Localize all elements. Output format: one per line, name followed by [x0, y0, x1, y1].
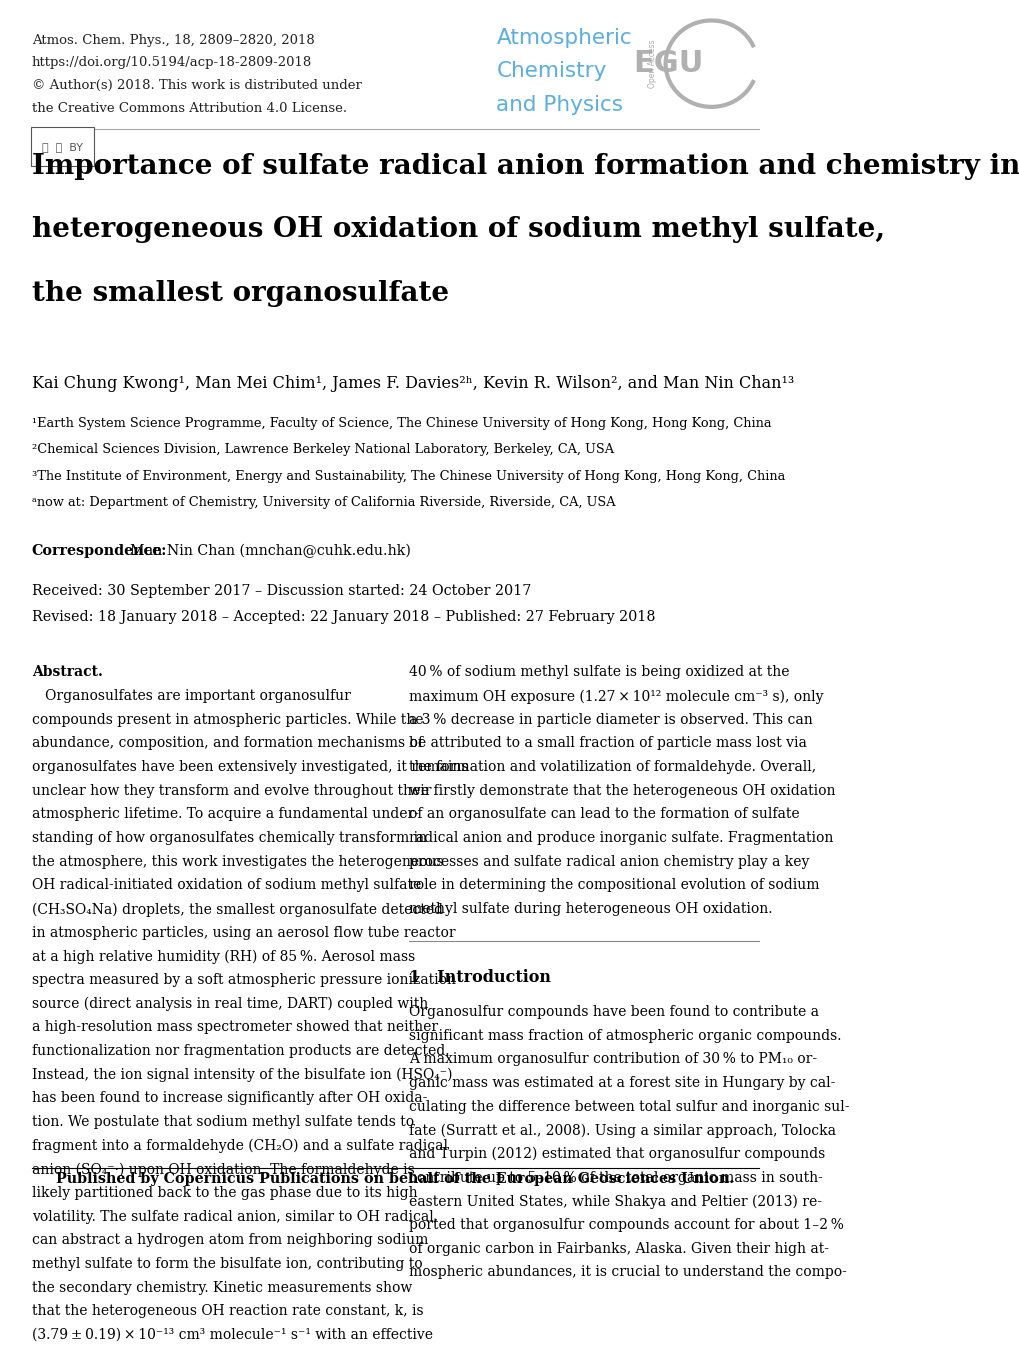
Text: a 3 % decrease in particle diameter is observed. This can: a 3 % decrease in particle diameter is o… [409, 713, 812, 726]
Text: ³The Institute of Environment, Energy and Sustainability, The Chinese University: ³The Institute of Environment, Energy an… [32, 469, 784, 483]
Text: ⓒ  ⓑ  BY: ⓒ ⓑ BY [42, 141, 83, 152]
Text: of an organosulfate can lead to the formation of sulfate: of an organosulfate can lead to the form… [409, 807, 799, 822]
Text: mospheric abundances, it is crucial to understand the compo-: mospheric abundances, it is crucial to u… [409, 1266, 846, 1279]
Text: organosulfates have been extensively investigated, it remains: organosulfates have been extensively inv… [32, 760, 468, 775]
Text: abundance, composition, and formation mechanisms of: abundance, composition, and formation me… [32, 737, 422, 751]
Text: source (direct analysis in real time, DART) coupled with: source (direct analysis in real time, DA… [32, 997, 427, 1011]
Text: methyl sulfate to form the bisulfate ion, contributing to: methyl sulfate to form the bisulfate ion… [32, 1258, 422, 1271]
Text: fragment into a formaldehyde (CH₂O) and a sulfate radical: fragment into a formaldehyde (CH₂O) and … [32, 1139, 447, 1153]
Text: Correspondence:: Correspondence: [32, 545, 167, 558]
Text: Open Access: Open Access [648, 39, 656, 87]
Text: (3.79 ± 0.19) × 10⁻¹³ cm³ molecule⁻¹ s⁻¹ with an effective: (3.79 ± 0.19) × 10⁻¹³ cm³ molecule⁻¹ s⁻¹… [32, 1328, 432, 1342]
Text: likely partitioned back to the gas phase due to its high: likely partitioned back to the gas phase… [32, 1186, 417, 1200]
Text: can abstract a hydrogen atom from neighboring sodium: can abstract a hydrogen atom from neighb… [32, 1233, 428, 1247]
Text: eastern United States, while Shakya and Peltier (2013) re-: eastern United States, while Shakya and … [409, 1194, 821, 1209]
Text: OH radical-initiated oxidation of sodium methyl sulfate: OH radical-initiated oxidation of sodium… [32, 878, 421, 893]
Text: 40 % of sodium methyl sulfate is being oxidized at the: 40 % of sodium methyl sulfate is being o… [409, 666, 789, 679]
Text: a high-resolution mass spectrometer showed that neither: a high-resolution mass spectrometer show… [32, 1021, 437, 1034]
Text: the smallest organosulfate: the smallest organosulfate [32, 280, 448, 307]
Text: Organosulfur compounds have been found to contribute a: Organosulfur compounds have been found t… [409, 1005, 818, 1020]
Text: the Creative Commons Attribution 4.0 License.: the Creative Commons Attribution 4.0 Lic… [32, 102, 346, 116]
Text: volatility. The sulfate radical anion, similar to OH radical,: volatility. The sulfate radical anion, s… [32, 1209, 437, 1224]
Text: be attributed to a small fraction of particle mass lost via: be attributed to a small fraction of par… [409, 737, 806, 751]
Text: the atmosphere, this work investigates the heterogeneous: the atmosphere, this work investigates t… [32, 855, 443, 869]
Text: standing of how organosulfates chemically transform in: standing of how organosulfates chemicall… [32, 831, 426, 845]
Text: the secondary chemistry. Kinetic measurements show: the secondary chemistry. Kinetic measure… [32, 1280, 412, 1295]
Text: compounds present in atmospheric particles. While the: compounds present in atmospheric particl… [32, 713, 423, 726]
Text: functionalization nor fragmentation products are detected.: functionalization nor fragmentation prod… [32, 1044, 448, 1059]
Text: https://doi.org/10.5194/acp-18-2809-2018: https://doi.org/10.5194/acp-18-2809-2018 [32, 56, 312, 70]
Text: Instead, the ion signal intensity of the bisulfate ion (HSO₄⁻): Instead, the ion signal intensity of the… [32, 1068, 451, 1083]
Text: Chemistry: Chemistry [496, 62, 606, 81]
Text: maximum OH exposure (1.27 × 10¹² molecule cm⁻³ s), only: maximum OH exposure (1.27 × 10¹² molecul… [409, 689, 822, 703]
Text: at a high relative humidity (RH) of 85 %. Aerosol mass: at a high relative humidity (RH) of 85 %… [32, 950, 415, 964]
Text: Published by Copernicus Publications on behalf of the European Geosciences Union: Published by Copernicus Publications on … [56, 1173, 734, 1186]
Text: significant mass fraction of atmospheric organic compounds.: significant mass fraction of atmospheric… [409, 1029, 841, 1042]
Text: EGU: EGU [632, 50, 702, 78]
Text: Abstract.: Abstract. [32, 666, 102, 679]
Text: Kai Chung Kwong¹, Man Mei Chim¹, James F. Davies²ʰ, Kevin R. Wilson², and Man Ni: Kai Chung Kwong¹, Man Mei Chim¹, James F… [32, 375, 793, 391]
Text: Received: 30 September 2017 – Discussion started: 24 October 2017: Received: 30 September 2017 – Discussion… [32, 584, 531, 597]
Text: role in determining the compositional evolution of sodium: role in determining the compositional ev… [409, 878, 818, 893]
Text: methyl sulfate during heterogeneous OH oxidation.: methyl sulfate during heterogeneous OH o… [409, 902, 771, 916]
Text: ¹Earth System Science Programme, Faculty of Science, The Chinese University of H: ¹Earth System Science Programme, Faculty… [32, 417, 770, 430]
Text: Importance of sulfate radical anion formation and chemistry in: Importance of sulfate radical anion form… [32, 152, 1019, 179]
Text: A maximum organosulfur contribution of 30 % to PM₁₀ or-: A maximum organosulfur contribution of 3… [409, 1052, 816, 1067]
Text: fate (Surratt et al., 2008). Using a similar approach, Tolocka: fate (Surratt et al., 2008). Using a sim… [409, 1123, 835, 1138]
Text: spectra measured by a soft atmospheric pressure ionization: spectra measured by a soft atmospheric p… [32, 974, 455, 987]
Text: atmospheric lifetime. To acquire a fundamental under-: atmospheric lifetime. To acquire a funda… [32, 807, 418, 822]
Text: © Author(s) 2018. This work is distributed under: © Author(s) 2018. This work is distribut… [32, 79, 361, 93]
Text: of organic carbon in Fairbanks, Alaska. Given their high at-: of organic carbon in Fairbanks, Alaska. … [409, 1241, 827, 1256]
Text: tion. We postulate that sodium methyl sulfate tends to: tion. We postulate that sodium methyl su… [32, 1115, 414, 1128]
Text: radical anion and produce inorganic sulfate. Fragmentation: radical anion and produce inorganic sulf… [409, 831, 833, 845]
Text: (CH₃SO₄Na) droplets, the smallest organosulfate detected: (CH₃SO₄Na) droplets, the smallest organo… [32, 902, 442, 916]
Text: anion (SO₄⁻·) upon OH oxidation. The formaldehyde is: anion (SO₄⁻·) upon OH oxidation. The for… [32, 1162, 414, 1177]
Text: ganic mass was estimated at a forest site in Hungary by cal-: ganic mass was estimated at a forest sit… [409, 1076, 835, 1089]
Text: that the heterogeneous OH reaction rate constant, k, is: that the heterogeneous OH reaction rate … [32, 1305, 423, 1318]
Text: Atmospheric: Atmospheric [496, 28, 632, 47]
Text: we firstly demonstrate that the heterogeneous OH oxidation: we firstly demonstrate that the heteroge… [409, 784, 835, 798]
Text: contribute up to 5–10 % of the total organic mass in south-: contribute up to 5–10 % of the total org… [409, 1170, 821, 1185]
Text: processes and sulfate radical anion chemistry play a key: processes and sulfate radical anion chem… [409, 855, 808, 869]
Text: Man Nin Chan (mnchan@cuhk.edu.hk): Man Nin Chan (mnchan@cuhk.edu.hk) [129, 545, 410, 558]
Text: unclear how they transform and evolve throughout their: unclear how they transform and evolve th… [32, 784, 431, 798]
Text: culating the difference between total sulfur and inorganic sul-: culating the difference between total su… [409, 1100, 849, 1114]
Text: 1   Introduction: 1 Introduction [409, 968, 550, 986]
Text: and Physics: and Physics [496, 95, 623, 114]
Text: Organosulfates are important organosulfur: Organosulfates are important organosulfu… [32, 689, 351, 703]
Text: and Turpin (2012) estimated that organosulfur compounds: and Turpin (2012) estimated that organos… [409, 1147, 824, 1162]
Text: ²Chemical Sciences Division, Lawrence Berkeley National Laboratory, Berkeley, CA: ²Chemical Sciences Division, Lawrence Be… [32, 444, 613, 456]
Text: the formation and volatilization of formaldehyde. Overall,: the formation and volatilization of form… [409, 760, 815, 775]
Text: in atmospheric particles, using an aerosol flow tube reactor: in atmospheric particles, using an aeros… [32, 925, 454, 940]
Text: Atmos. Chem. Phys., 18, 2809–2820, 2018: Atmos. Chem. Phys., 18, 2809–2820, 2018 [32, 34, 314, 47]
Text: ported that organosulfur compounds account for about 1–2 %: ported that organosulfur compounds accou… [409, 1219, 843, 1232]
Text: Revised: 18 January 2018 – Accepted: 22 January 2018 – Published: 27 February 20: Revised: 18 January 2018 – Accepted: 22 … [32, 611, 654, 624]
Text: ᵃnow at: Department of Chemistry, University of California Riverside, Riverside,: ᵃnow at: Department of Chemistry, Univer… [32, 496, 614, 510]
FancyBboxPatch shape [31, 128, 94, 165]
Text: heterogeneous OH oxidation of sodium methyl sulfate,: heterogeneous OH oxidation of sodium met… [32, 217, 883, 243]
Text: has been found to increase significantly after OH oxida-: has been found to increase significantly… [32, 1091, 427, 1106]
